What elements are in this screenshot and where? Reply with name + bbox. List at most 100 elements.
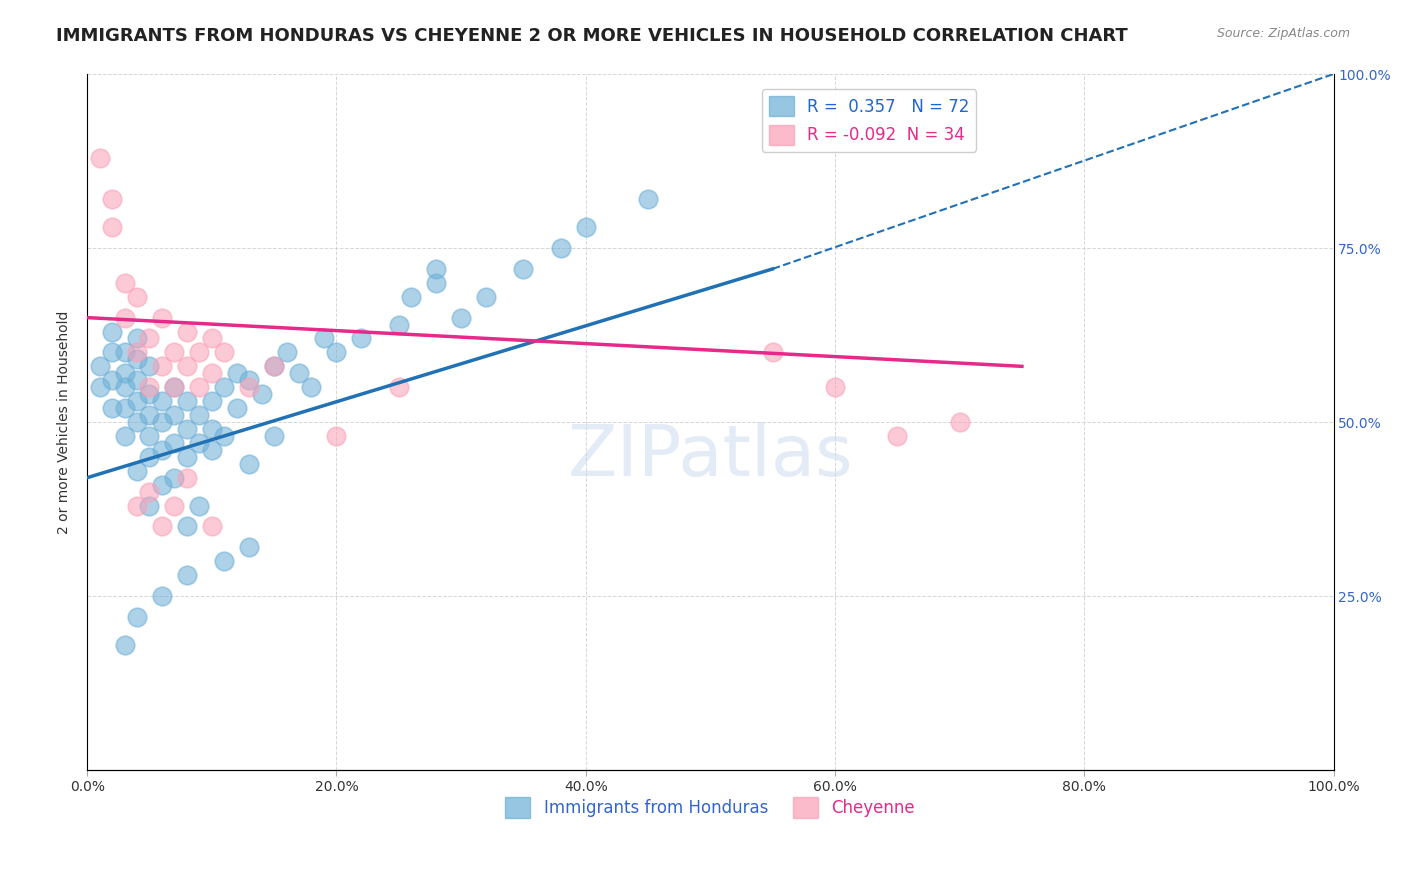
Point [125, 499, 148, 513]
Y-axis label: 2 or more Vehicles in Household: 2 or more Vehicles in Household [58, 310, 72, 533]
Point [201, 422, 224, 436]
Point [138, 408, 160, 422]
Point [125, 394, 148, 409]
Point [263, 429, 285, 443]
Point [101, 325, 124, 339]
Point [114, 401, 136, 415]
Point [325, 429, 347, 443]
Point [176, 471, 198, 485]
Point [762, 345, 785, 359]
Point [138, 380, 160, 394]
Point [163, 436, 186, 450]
Point [150, 589, 173, 603]
Point [188, 436, 211, 450]
Point [163, 380, 186, 394]
Point [150, 415, 173, 429]
Point [176, 519, 198, 533]
Point [188, 408, 211, 422]
Point [388, 380, 411, 394]
Legend: Immigrants from Honduras, Cheyenne: Immigrants from Honduras, Cheyenne [499, 790, 922, 824]
Point [176, 422, 198, 436]
Point [399, 290, 422, 304]
Point [201, 394, 224, 409]
Point [238, 541, 260, 555]
Point [201, 331, 224, 345]
Point [114, 345, 136, 359]
Point [886, 429, 908, 443]
Point [114, 276, 136, 290]
Point [238, 457, 260, 471]
Point [125, 415, 148, 429]
Point [450, 310, 472, 325]
Point [288, 366, 311, 380]
Point [212, 345, 235, 359]
Text: Source: ZipAtlas.com: Source: ZipAtlas.com [1216, 27, 1350, 40]
Point [276, 345, 298, 359]
Point [125, 464, 148, 478]
Point [301, 380, 323, 394]
Point [138, 499, 160, 513]
Point [150, 394, 173, 409]
Point [125, 352, 148, 367]
Point [225, 366, 247, 380]
Point [125, 331, 148, 345]
Point [89, 359, 111, 374]
Point [212, 554, 235, 568]
Point [312, 331, 335, 345]
Point [150, 359, 173, 374]
Point [188, 345, 211, 359]
Point [163, 408, 186, 422]
Point [101, 401, 124, 415]
Point [388, 318, 411, 332]
Point [949, 415, 972, 429]
Point [176, 359, 198, 374]
Point [201, 366, 224, 380]
Point [138, 331, 160, 345]
Point [176, 394, 198, 409]
Point [238, 373, 260, 387]
Point [475, 290, 498, 304]
Point [163, 380, 186, 394]
Point [138, 359, 160, 374]
Point [512, 261, 534, 276]
Point [163, 345, 186, 359]
Point [325, 345, 347, 359]
Point [138, 484, 160, 499]
Point [138, 429, 160, 443]
Point [263, 359, 285, 374]
Point [212, 429, 235, 443]
Point [101, 192, 124, 206]
Point [824, 380, 846, 394]
Point [201, 442, 224, 457]
Point [125, 610, 148, 624]
Point [425, 261, 447, 276]
Text: IMMIGRANTS FROM HONDURAS VS CHEYENNE 2 OR MORE VEHICLES IN HOUSEHOLD CORRELATION: IMMIGRANTS FROM HONDURAS VS CHEYENNE 2 O… [56, 27, 1128, 45]
Point [101, 220, 124, 235]
Point [138, 387, 160, 401]
Point [225, 401, 247, 415]
Point [163, 471, 186, 485]
Point [101, 373, 124, 387]
Point [114, 638, 136, 652]
Point [176, 325, 198, 339]
Point [238, 380, 260, 394]
Point [188, 499, 211, 513]
Point [150, 310, 173, 325]
Point [176, 568, 198, 582]
Point [125, 373, 148, 387]
Point [125, 290, 148, 304]
Point [114, 310, 136, 325]
Point [125, 345, 148, 359]
Point [550, 241, 572, 255]
Point [212, 380, 235, 394]
Point [163, 499, 186, 513]
Point [425, 276, 447, 290]
Point [138, 450, 160, 464]
Point [150, 442, 173, 457]
Point [350, 331, 373, 345]
Point [89, 151, 111, 165]
Point [575, 220, 598, 235]
Point [188, 380, 211, 394]
Point [114, 366, 136, 380]
Point [201, 519, 224, 533]
